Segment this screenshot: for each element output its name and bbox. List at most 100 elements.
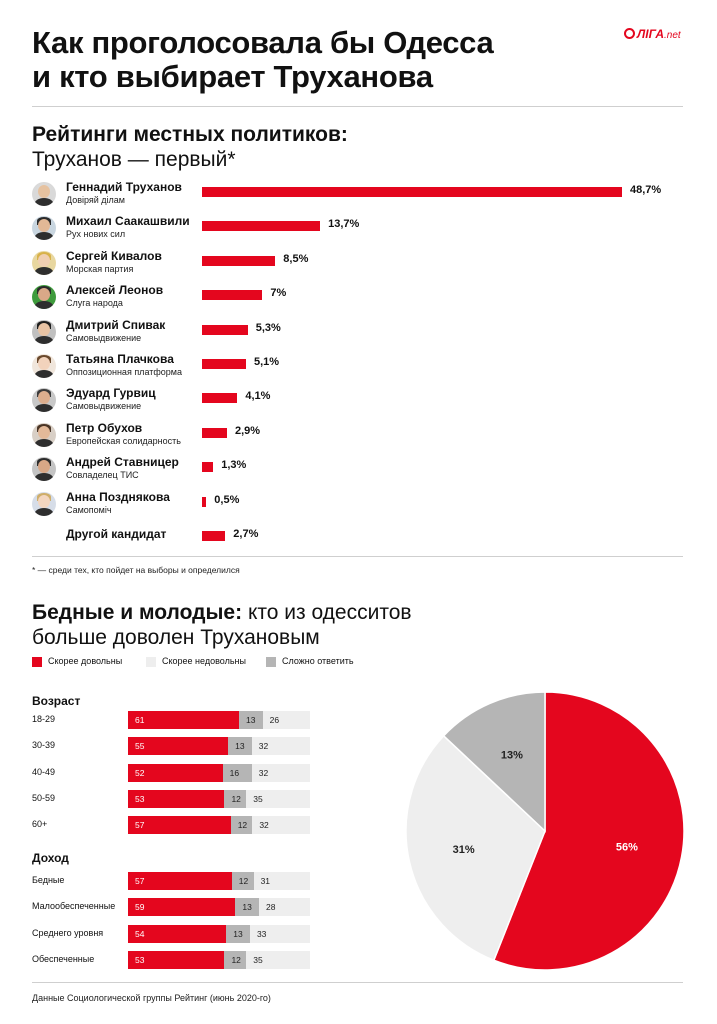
ratings-footnote: * — среди тех, кто пойдет на выборы и оп…: [32, 565, 240, 575]
stacked-segment: 52: [128, 763, 223, 782]
legend-label-hard-to-say: Сложно ответить: [282, 656, 354, 666]
pie-slice-label: 31%: [453, 844, 475, 856]
stacked-segment: 54: [128, 924, 227, 943]
stacked-segment: 32: [252, 816, 310, 835]
satisfaction-row: 30-39 55 13 32: [32, 737, 322, 756]
stacked-segment: 13: [228, 737, 252, 756]
stacked-segment: 16: [222, 763, 252, 782]
liga-logo[interactable]: ЛIГА.net: [624, 27, 681, 41]
rating-value-label: 13,7%: [328, 218, 360, 231]
politician-avatar: [32, 216, 56, 241]
divider-bottom: [32, 982, 683, 983]
segment-value-label: 57: [135, 820, 145, 831]
rating-bar: [202, 531, 226, 541]
avatar-body: [34, 404, 54, 413]
politician-row: Татьяна Плачкова Оппозиционная платформа 5…: [32, 352, 692, 382]
segment-value-label: 33: [256, 928, 267, 939]
avatar-head: [38, 322, 50, 336]
satisfaction-row: Бедные 57 12 31: [32, 872, 322, 890]
segment-value-label: 59: [135, 902, 145, 913]
satisfaction-row: Среднего уровня 54 13 33: [32, 924, 322, 943]
satisfaction-row: Обеспеченные 53 12 35: [32, 950, 322, 969]
logo-icon: [624, 28, 635, 39]
ratings-heading-bold: Рейтинги местных политиков:: [32, 123, 348, 146]
segment-value-label: 31: [260, 876, 271, 886]
group-heading: Доход: [32, 851, 69, 865]
rating-bar: [202, 324, 248, 335]
segment-value-label: 13: [235, 741, 245, 752]
politician-party: Самовыдвижение: [66, 332, 142, 343]
segment-value-label: 55: [135, 741, 145, 752]
legend-swatch-dissatisfied: [146, 657, 156, 667]
stacked-segment: 59: [128, 898, 236, 917]
title-line-1: Как проголосовала бы Одесса: [32, 25, 494, 60]
stacked-segment: 12: [231, 872, 254, 890]
row-category-label: 18-29: [32, 714, 56, 724]
legend-swatch-satisfied: [32, 657, 42, 667]
politician-avatar: [32, 388, 56, 413]
segment-value-label: 35: [253, 954, 263, 965]
stacked-segment: 61: [128, 711, 240, 729]
politician-row: Андрей Ставницер Совладелец ТИС 1,3%: [32, 455, 692, 485]
segment-value-label: 61: [135, 715, 145, 725]
legend-swatch-hard-to-say: [266, 657, 276, 667]
satisfaction-row: 18-29 61 13 26: [32, 711, 322, 729]
title-line-2: и кто выбирает Труханова: [32, 59, 433, 94]
avatar-head: [38, 185, 50, 198]
stacked-segment: 32: [251, 737, 310, 756]
stacked-segment: 35: [246, 950, 310, 969]
rating-value-label: 8,5%: [283, 252, 309, 265]
segment-value-label: 13: [233, 928, 243, 939]
stacked-segment: 53: [128, 950, 225, 969]
politician-name: Алексей Леонов: [66, 283, 164, 298]
avatar-body: [34, 438, 54, 447]
rating-value-label: 2,7%: [233, 528, 259, 540]
legend-label-satisfied: Скорее довольны: [48, 656, 123, 666]
stacked-segment: 26: [262, 711, 310, 729]
politician-name: Другой кандидат: [66, 527, 167, 541]
rating-bar: [202, 290, 263, 301]
politician-party: Самопоміч: [66, 504, 112, 515]
politician-row: Сергей Кивалов Морская партия 8,5%: [32, 249, 692, 279]
politician-avatar: [32, 285, 56, 310]
satisfaction-row: 40-49 52 16 32: [32, 763, 322, 782]
segment-value-label: 13: [242, 902, 252, 913]
stacked-segment: 12: [230, 816, 253, 835]
politician-row: Другой кандидат 2,7%: [32, 524, 692, 554]
avatar-body: [34, 335, 54, 344]
avatar-body: [34, 266, 54, 275]
stacked-segment: 53: [128, 789, 225, 808]
politician-name: Петр Обухов: [66, 420, 143, 435]
stacked-segment: 57: [128, 816, 231, 835]
satisfaction-heading-regular-1: кто из одесситов: [247, 601, 412, 624]
stacked-segment: 13: [226, 924, 250, 943]
avatar-head: [38, 357, 50, 370]
segment-value-label: 32: [258, 741, 269, 752]
segment-value-label: 53: [135, 793, 145, 804]
avatar-head: [38, 494, 50, 508]
pie-slice-label: 56%: [616, 842, 638, 854]
rating-bar: [202, 255, 276, 266]
segment-value-label: 54: [135, 928, 145, 939]
segment-value-label: 12: [238, 876, 249, 886]
politician-avatar: [32, 182, 56, 206]
politician-row: Алексей Леонов Слуга народа 7%: [32, 283, 692, 313]
source-note: Данные Социологической группы Рейтинг (и…: [32, 993, 271, 1003]
page-title: Как проголосовала бы Одесса и кто выбира…: [32, 25, 494, 94]
rating-bar: [202, 359, 246, 369]
politician-party: Морская партия: [66, 263, 134, 274]
segment-value-label: 12: [231, 954, 241, 965]
politician-name: Михаил Саакашвили: [66, 214, 190, 229]
satisfaction-row: 50-59 53 12 35: [32, 789, 322, 808]
pie-slice: [442, 691, 546, 833]
stacked-segment: 31: [253, 872, 310, 890]
avatar-body: [34, 198, 54, 206]
avatar-body: [34, 507, 54, 516]
rating-value-label: 5,1%: [253, 356, 280, 368]
politician-avatar: [32, 491, 56, 516]
politician-name: Эдуард Гурвиц: [66, 386, 156, 401]
politician-name: Андрей Ставницер: [66, 455, 179, 470]
satisfaction-row: 60+ 57 12 32: [32, 816, 322, 835]
politician-avatar: [32, 250, 56, 275]
segment-value-label: 32: [258, 767, 269, 778]
